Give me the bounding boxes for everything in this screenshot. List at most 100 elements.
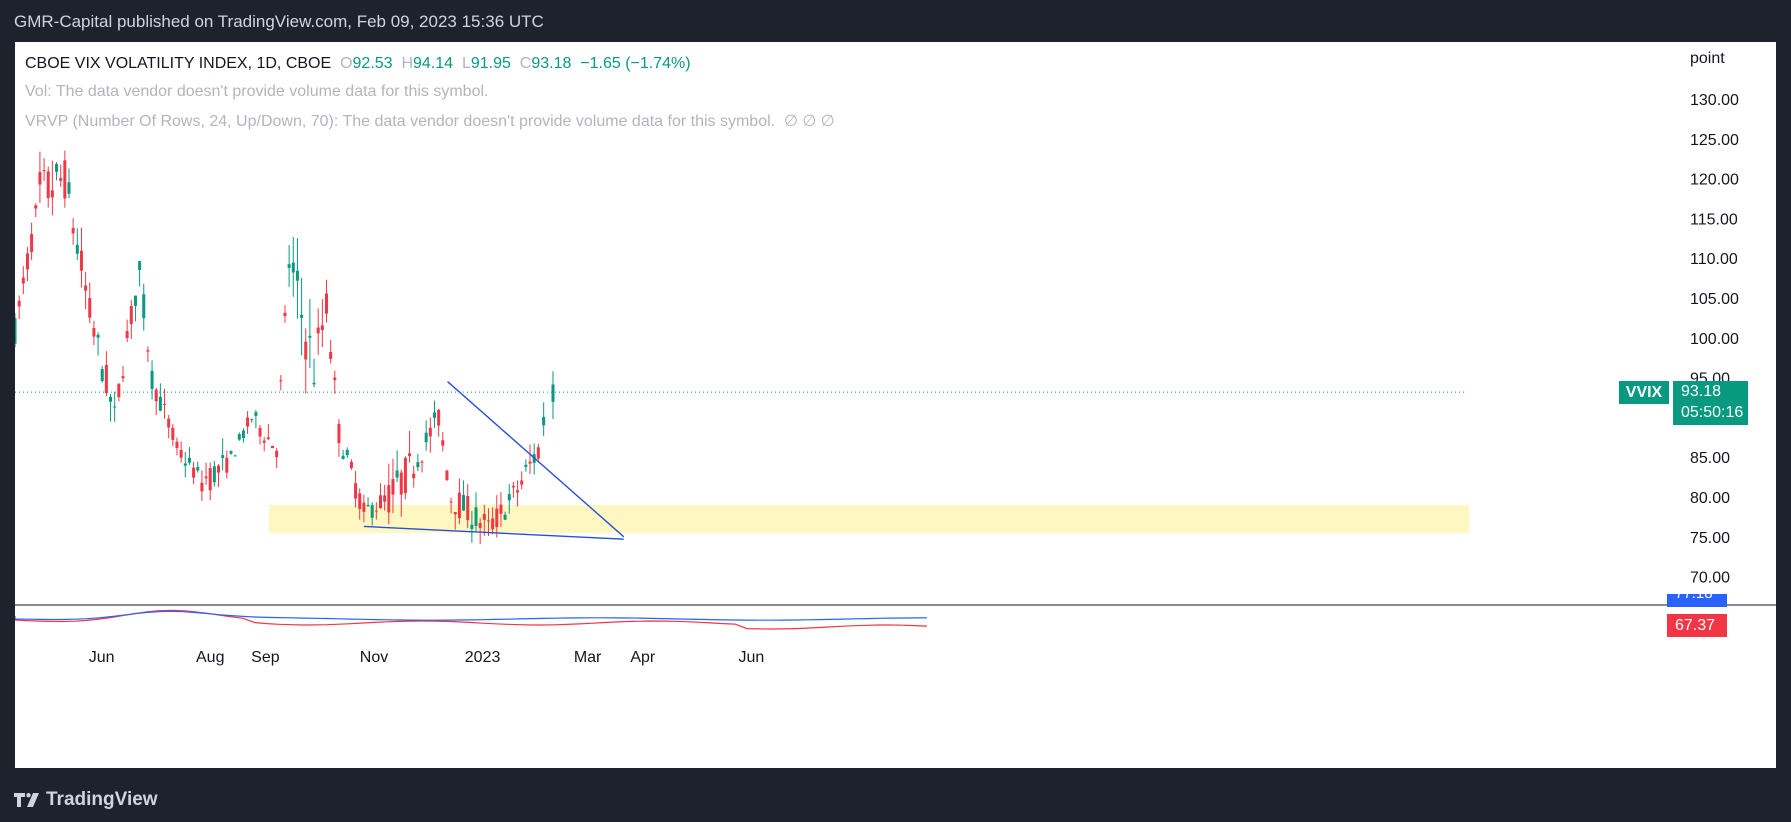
candle-body [55,163,59,172]
candle-body [179,449,183,458]
x-tick-label: Jun [738,649,764,666]
candle [428,417,432,453]
tradingview-logo-icon[interactable] [14,793,40,807]
candle-body [420,461,424,463]
candle [420,460,424,473]
candle-body [88,297,92,318]
candle [300,277,304,356]
candle [374,502,378,520]
candle [366,497,370,508]
candle [59,164,63,187]
candle [158,383,162,412]
candle-body [495,508,499,528]
candle [412,465,416,488]
candle [383,484,387,511]
candle-body [441,440,445,446]
candle-body [312,382,316,385]
legend-vrvp-values: ∅ ∅ ∅ [783,113,835,130]
candle [287,245,291,287]
candle-body [499,504,503,514]
candle-body [38,172,42,185]
candle-body [171,427,175,440]
y-tick-label: 115.00 [1690,211,1738,228]
candle [495,495,499,538]
legend-change: −1.65 (−1.74%) [580,55,691,72]
descending-trendline[interactable] [447,381,625,538]
candle-body [63,160,67,199]
candle-body [453,512,457,515]
candle-body [254,412,258,416]
candle [21,266,25,295]
candle [399,469,403,517]
candle [42,158,46,181]
legend-vrvp-text: VRVP (Number Of Rows, 24, Up/Down, 70): … [25,113,776,130]
candle-body [358,493,362,509]
candle [241,428,245,443]
candle [146,346,150,362]
footer-brand[interactable]: TradingView [46,789,158,810]
candle [208,462,212,501]
candle [71,218,75,245]
legend-low: 91.95 [470,55,511,72]
candle [237,432,241,441]
candle [378,483,382,509]
axis-unit: point [1690,50,1725,67]
candle-body [42,170,46,172]
candle-body [474,507,478,526]
chart-panel[interactable]: 130.00 125.00 120.00 115.00 110.00 105.00 100.… [15,42,1776,768]
candle [291,236,295,297]
candle [295,238,299,319]
candle-body [150,370,154,389]
candle-body [333,377,337,381]
candle [133,295,137,322]
candle-body [395,470,399,478]
y-tick-label: 80.00 [1690,490,1730,507]
candle [179,441,183,463]
candle-body [121,376,125,379]
candles-layer [15,150,555,545]
candle-body [229,450,233,454]
candle-body [511,485,515,488]
support-trendline[interactable] [363,525,624,540]
candle [345,447,349,459]
y-tick-label: 125.00 [1690,132,1739,149]
legend-vrvp[interactable]: VRVP (Number Of Rows, 24, Up/Down, 70): … [25,111,835,131]
candle-body [241,430,245,439]
publish-title: GMR-Capital published on TradingView.com… [14,12,544,31]
legend-close-label: C [519,55,532,72]
indicator-badge-blue-value: 77.18 [1675,594,1713,602]
candle-body [320,325,324,331]
footer: TradingView [0,778,1791,822]
candle-body [250,419,254,421]
indicator-badge-red: 67.37 [1667,614,1727,637]
candle [462,480,466,511]
legend-close: 93.18 [531,55,572,72]
candle-body [542,416,546,426]
candle [200,470,204,501]
candle-body [503,514,507,520]
candle [266,424,270,441]
candle-body [92,328,96,337]
candle [370,502,374,526]
candle [163,388,167,419]
candle [341,449,345,460]
price-axis[interactable]: 130.00 125.00 120.00 115.00 110.00 105.00 100.… [1690,92,1739,587]
legend-volume[interactable]: Vol: The data vendor doesn't provide vol… [25,83,488,101]
candle-body [17,300,21,307]
candle [25,247,29,282]
candle-body [279,380,283,382]
candle-body [212,466,216,483]
candle [183,451,187,478]
price-badge: 93.18 05:50:16 [1673,381,1748,426]
candle-body [15,318,17,344]
candle [466,484,470,529]
price-chart[interactable]: 130.00 125.00 120.00 115.00 110.00 105.00 100.… [15,42,1776,768]
time-axis[interactable]: Jun Aug Sep Nov 2023 Mar Apr Jun [89,649,764,666]
x-tick-label: Jun [89,649,115,666]
candle [416,454,420,471]
candle [408,430,412,463]
candle [92,320,96,346]
candle-body [308,335,312,338]
candle-body [75,244,79,254]
candle [258,425,262,445]
